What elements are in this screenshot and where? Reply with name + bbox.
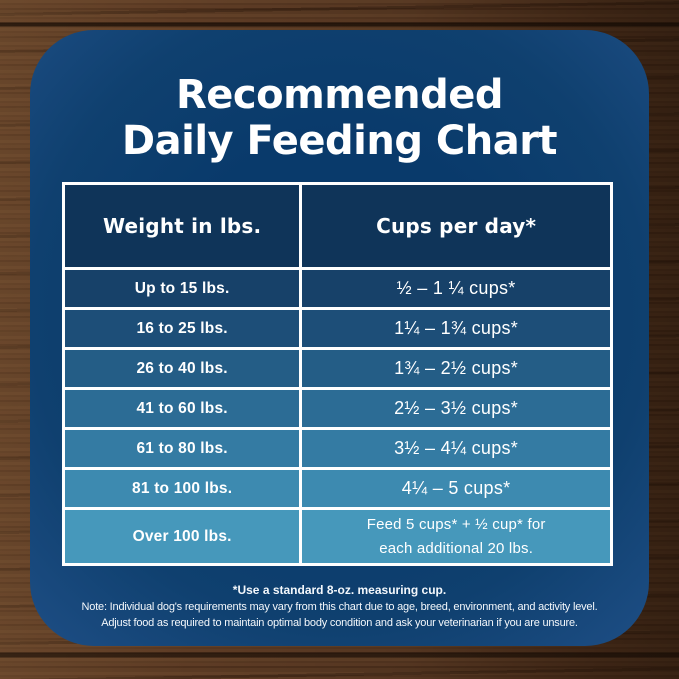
table-row-cups: 4¼ – 5 cups*	[302, 470, 610, 507]
table-row-cups: 1¼ – 1¾ cups*	[302, 310, 610, 347]
footnotes: *Use a standard 8-oz. measuring cup. Not…	[48, 582, 631, 631]
table-row-cups: Feed 5 cups* + ½ cup* for each additional…	[302, 510, 610, 563]
table-row-weight: 61 to 80 lbs.	[65, 430, 300, 467]
page-title: Recommended Daily Feeding Chart	[30, 72, 649, 164]
table-row-cups: 2½ – 3½ cups*	[302, 390, 610, 427]
footnote-measuring-cup: *Use a standard 8-oz. measuring cup.	[232, 583, 447, 597]
table-row-weight: 41 to 60 lbs.	[65, 390, 300, 427]
table-row-cups: ½ – 1 ¼ cups*	[302, 270, 610, 307]
table-row-weight: 81 to 100 lbs.	[65, 470, 300, 507]
table-row-weight: 26 to 40 lbs.	[65, 350, 300, 387]
table-row-weight: Up to 15 lbs.	[65, 270, 300, 307]
title-line-1: Recommended	[176, 72, 503, 118]
table-row-cups: 1¾ – 2½ cups*	[302, 350, 610, 387]
cups-line-2: each additional 20 lbs.	[379, 539, 534, 557]
table-row-weight: 16 to 25 lbs.	[65, 310, 300, 347]
cups-line-1: Feed 5 cups* + ½ cup* for	[366, 515, 546, 533]
footnote-note-line1: Note: Individual dog's requirements may …	[81, 601, 598, 613]
table-row-cups: 3½ – 4¼ cups*	[302, 430, 610, 467]
table-row-weight: Over 100 lbs.	[65, 510, 300, 563]
title-line-2: Daily Feeding Chart	[121, 118, 558, 164]
feeding-table: Weight in lbs. Cups per day* Up to 15 lb…	[62, 182, 613, 566]
feeding-chart-card: Recommended Daily Feeding Chart Weight in…	[30, 30, 649, 646]
column-header-cups: Cups per day*	[302, 185, 610, 267]
footnote-note-line2: Adjust food as required to maintain opti…	[101, 616, 578, 629]
column-header-weight: Weight in lbs.	[65, 185, 300, 267]
